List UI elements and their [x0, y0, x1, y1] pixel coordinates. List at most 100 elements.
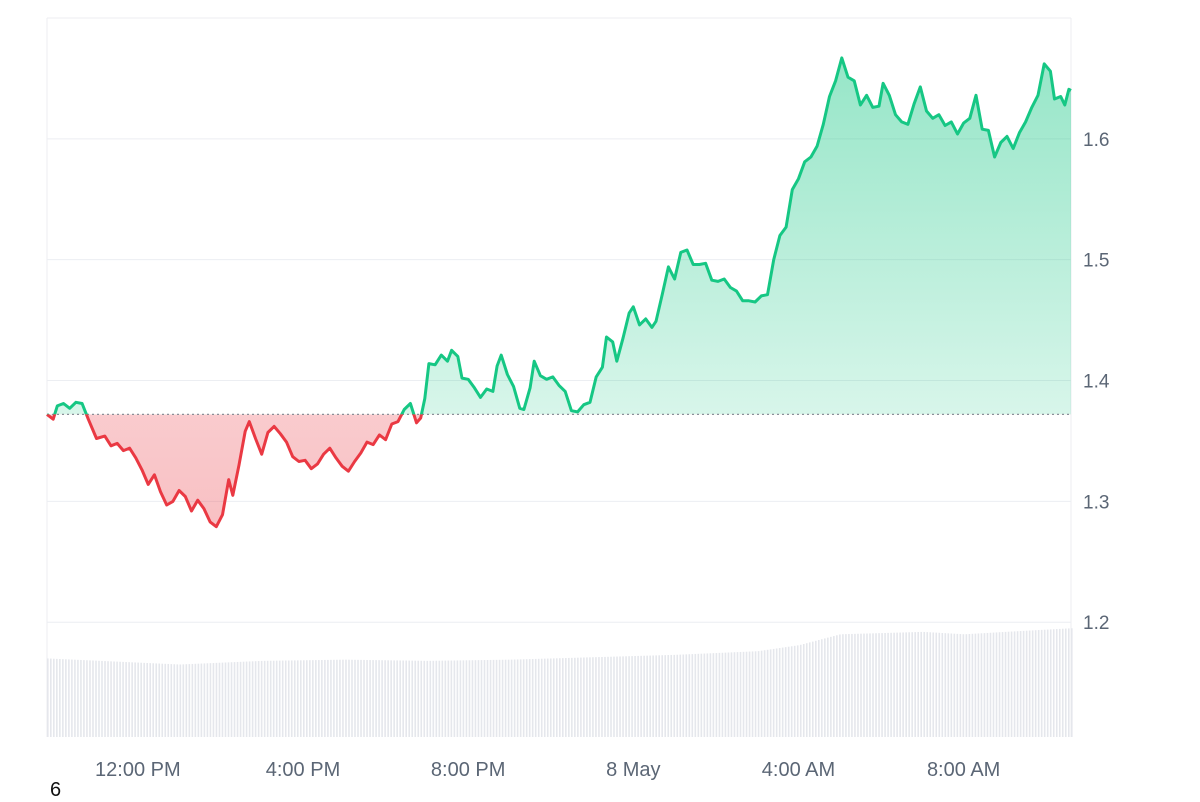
volume-bar [1037, 630, 1040, 737]
volume-bar [477, 660, 480, 737]
volume-bar [423, 660, 426, 737]
volume-bar [489, 659, 492, 737]
volume-bar [709, 653, 712, 737]
volume-bar [405, 660, 407, 737]
volume-bar [278, 660, 281, 737]
volume-bar [580, 657, 582, 737]
volume-bar [568, 657, 570, 737]
volume-bar [194, 663, 197, 737]
volume-bar [378, 660, 380, 737]
volume-bar [676, 654, 679, 737]
volume-bar [293, 660, 296, 737]
volume-bar [845, 634, 847, 737]
volume-bar [968, 633, 971, 737]
volume-bar [1049, 629, 1052, 737]
volume-bar [926, 632, 929, 737]
volume-bar [875, 633, 877, 737]
volume-bar [586, 657, 588, 737]
volume-bar [914, 632, 916, 737]
y-tick-label: 1.5 [1083, 251, 1109, 272]
volume-bar [309, 660, 311, 737]
volume-bar [598, 657, 600, 737]
volume-bar [565, 658, 567, 737]
volume-bar [959, 634, 962, 737]
volume-bar [793, 645, 796, 737]
volume-bar [679, 654, 682, 737]
volume-bar [468, 660, 471, 737]
volume-bar [893, 632, 895, 737]
volume-bar [947, 633, 950, 737]
volume-bar [435, 660, 438, 737]
volume-bar [1022, 630, 1025, 737]
volume-bar [827, 637, 829, 737]
volume-bar [911, 632, 913, 737]
volume-bar [932, 632, 935, 737]
volume-bar [390, 660, 392, 737]
volume-bar [616, 656, 618, 737]
volume-bar [974, 633, 977, 737]
volume-bar [712, 653, 715, 737]
volume-bar [80, 659, 82, 737]
volume-bar [552, 658, 555, 737]
volume-bar [462, 660, 465, 737]
volume-bar [983, 633, 986, 737]
volume-bar [534, 658, 537, 737]
volume-bar [68, 659, 70, 737]
volume-bar [203, 663, 206, 737]
volume-bar [146, 662, 148, 737]
volume-bar [333, 659, 335, 737]
volume-bar [866, 633, 868, 737]
volume-bar [715, 653, 718, 737]
volume-bar [543, 658, 546, 737]
volume-bar [1010, 631, 1013, 737]
volume-bar [290, 660, 293, 737]
volume-bar [1055, 629, 1058, 737]
volume-bar [513, 659, 516, 737]
volume-bar [164, 663, 167, 737]
volume-bar [200, 663, 203, 737]
x-tick-label: 12:00 PM [95, 759, 181, 781]
volume-bar [495, 659, 498, 737]
volume-bar [670, 654, 673, 737]
volume-bar [583, 657, 585, 737]
x-tick-label: 8:00 PM [431, 759, 505, 781]
volume-bar [854, 633, 856, 737]
volume-bar [929, 632, 932, 737]
volume-bar [923, 631, 926, 737]
volume-bar [257, 661, 260, 737]
volume-bar [628, 656, 630, 737]
volume-bar [824, 638, 826, 737]
volume-bar [694, 653, 697, 737]
volume-bar [77, 659, 79, 737]
volume-bar [607, 656, 609, 737]
volume-bar [905, 632, 907, 737]
volume-bar [956, 633, 959, 737]
volume-bar [396, 660, 398, 737]
volume-bar [86, 660, 88, 737]
volume-bar [1067, 628, 1070, 737]
volume-bar [101, 660, 103, 737]
volume-bar [131, 662, 133, 737]
volume-bar [869, 633, 871, 737]
volume-bar [574, 657, 576, 737]
volume-bar [444, 660, 447, 737]
volume-bar [492, 659, 495, 737]
volume-bar [622, 656, 624, 737]
volume-bar [50, 658, 52, 737]
volume-bar [649, 655, 651, 737]
volume-bar [625, 656, 627, 737]
volume-bar [619, 656, 621, 737]
volume-bar [239, 661, 242, 737]
volume-bar [736, 652, 739, 737]
volume-bar [1043, 629, 1046, 737]
volume-bar [724, 652, 727, 737]
volume-bar [775, 648, 778, 737]
volume-bar [465, 660, 468, 737]
volume-bar [691, 654, 694, 737]
volume-bar [215, 662, 218, 737]
volume-bar [209, 663, 212, 737]
volume-bar [197, 663, 200, 737]
volume-bar [236, 661, 239, 737]
area-below-baseline [47, 414, 422, 527]
y-tick-label: 1.4 [1083, 372, 1110, 393]
